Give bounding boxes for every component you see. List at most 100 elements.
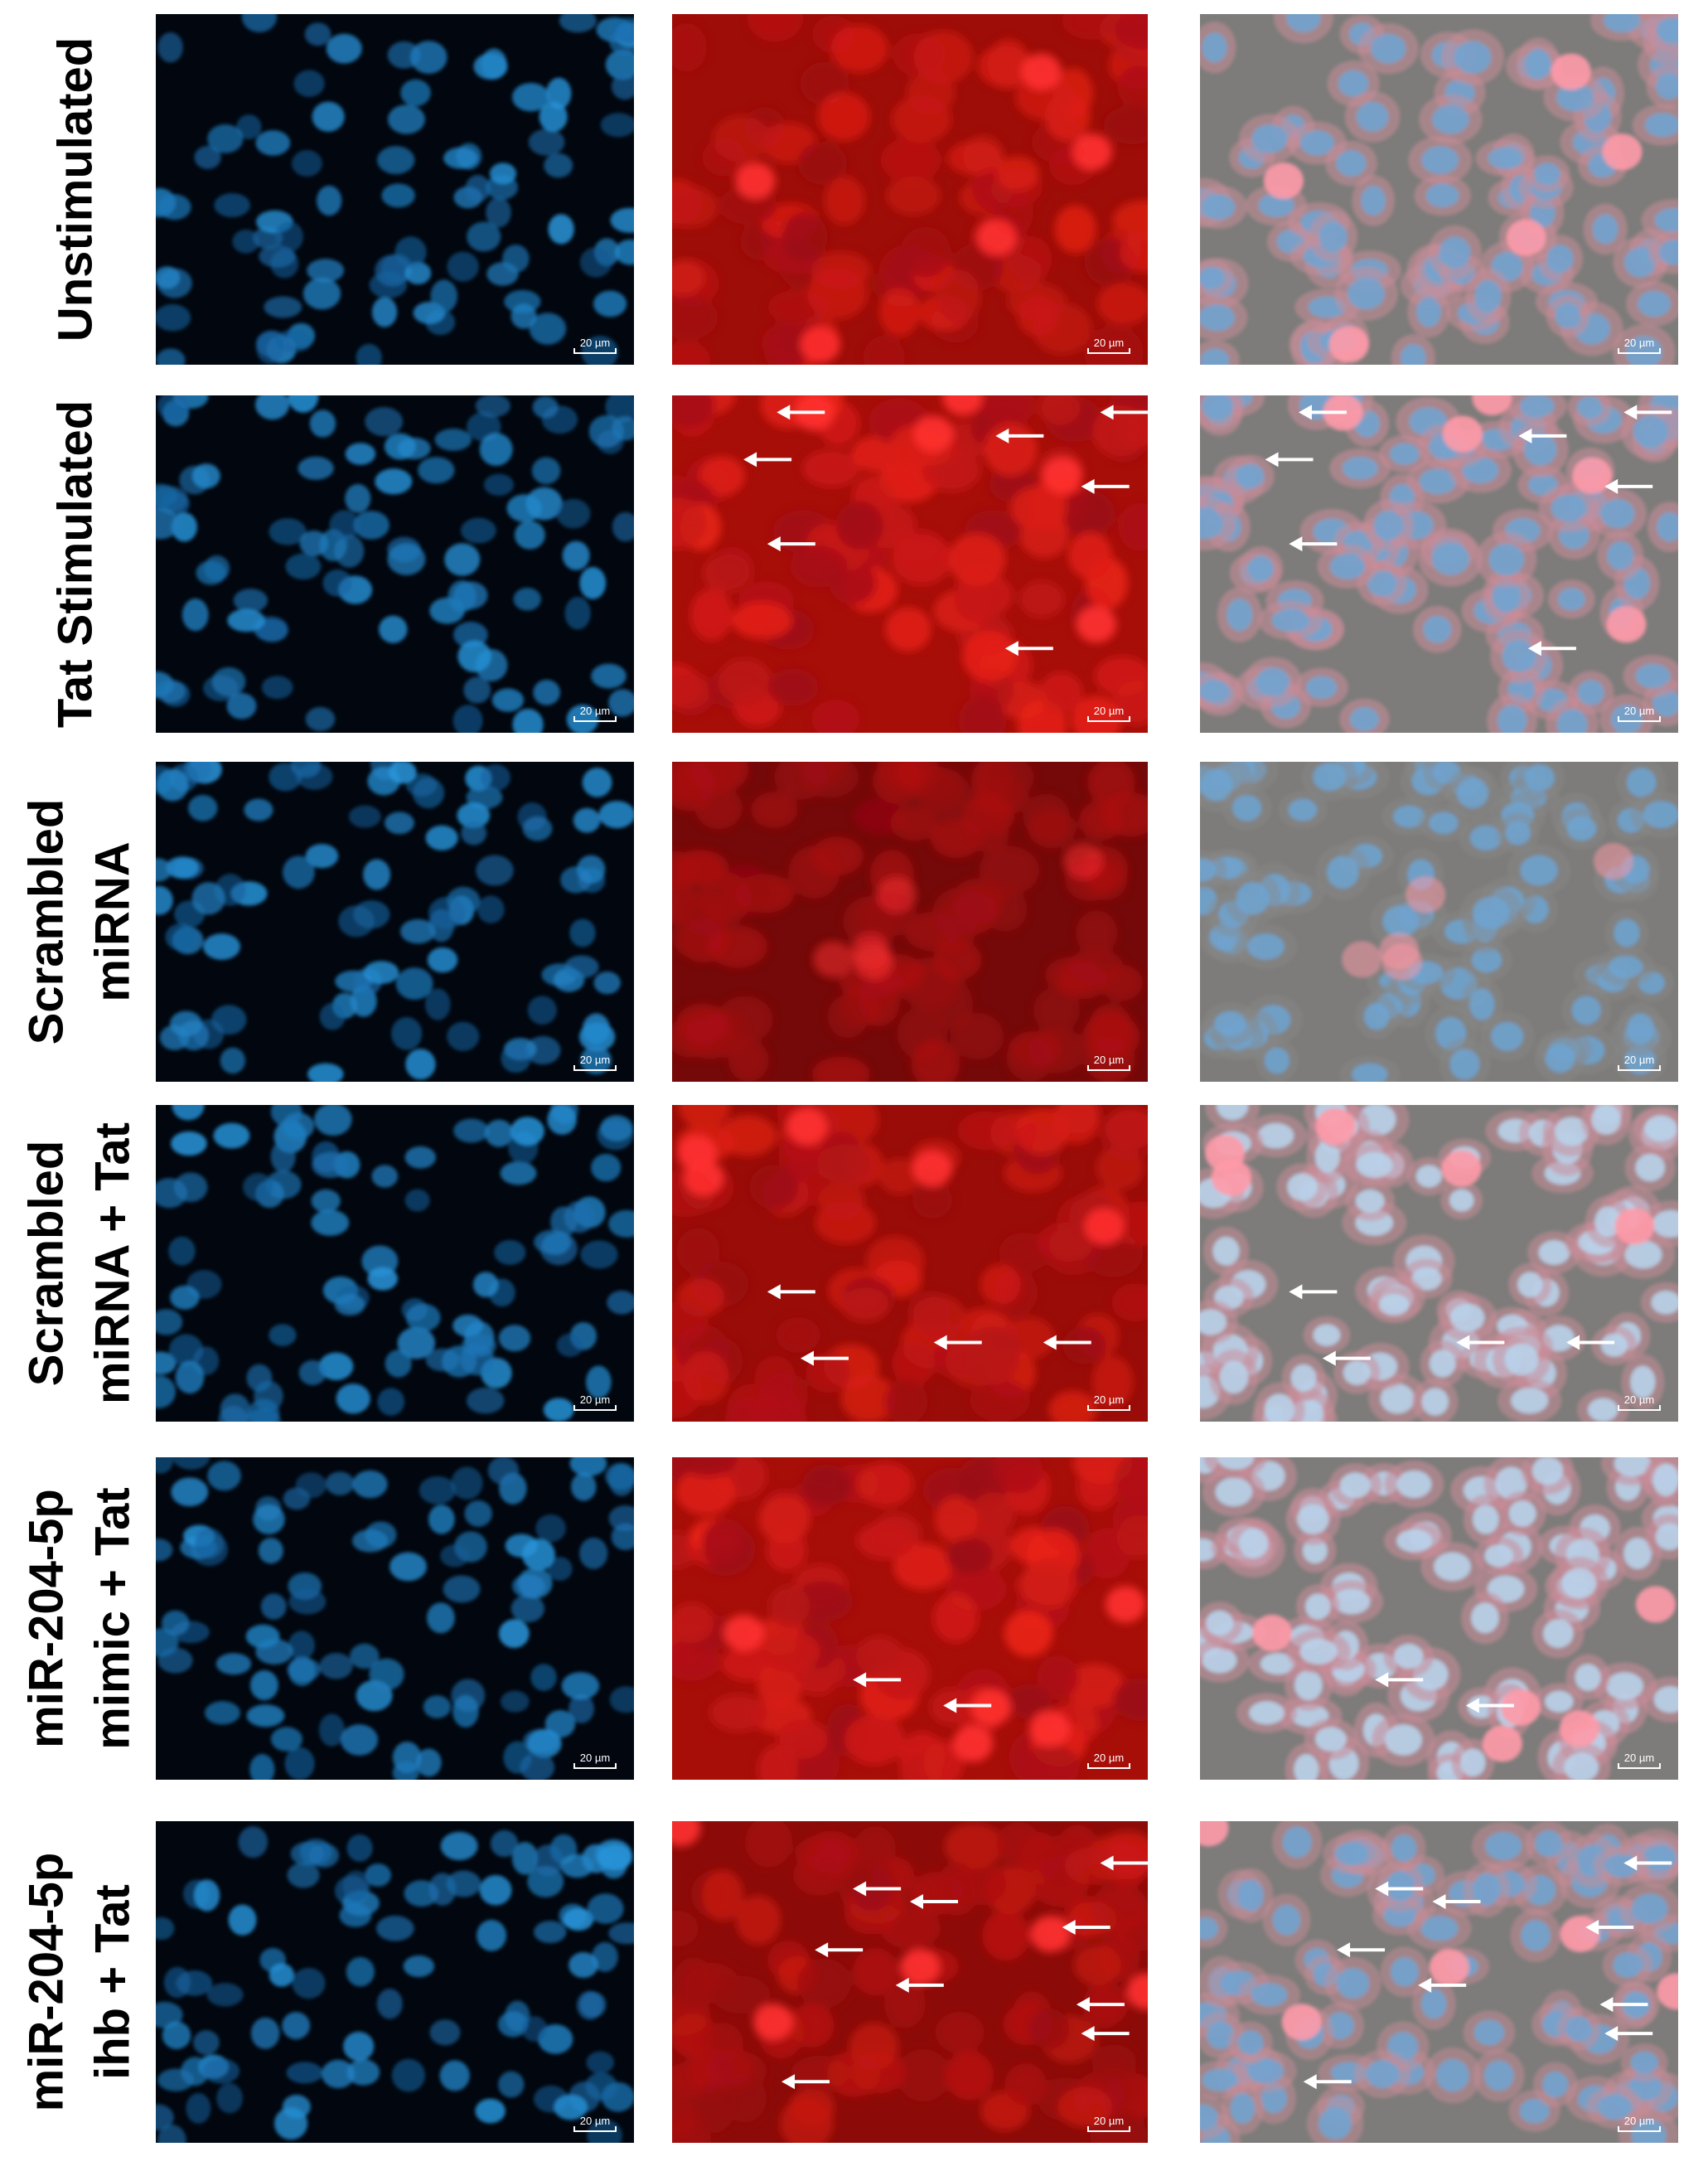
nucleus [1644, 1115, 1677, 1141]
bright-cell [1281, 2004, 1322, 2041]
nucleus [181, 598, 209, 632]
nucleus [1468, 988, 1495, 1020]
nucleus [1285, 14, 1322, 33]
nucleus [1396, 1470, 1432, 1499]
cell [856, 1522, 914, 1560]
nucleus [1392, 805, 1425, 828]
scale-bar-label: 20 µm [1624, 1752, 1654, 1764]
nucleus [312, 1151, 349, 1179]
cell [1057, 2086, 1112, 2128]
cell [777, 1719, 828, 1759]
nucleus [586, 2051, 615, 2074]
nucleus [162, 2021, 191, 2050]
cell [851, 436, 900, 472]
nucleus [585, 2072, 617, 2101]
arrow-head [1100, 1855, 1114, 1871]
nucleus [157, 194, 191, 220]
nucleus [1626, 1013, 1655, 1045]
nucleus [304, 22, 331, 46]
nucleus [1356, 101, 1389, 132]
nucleus [384, 433, 416, 460]
nucleus [1653, 1686, 1678, 1713]
nucleus [236, 114, 262, 140]
nucleus [157, 395, 189, 421]
nucleus [447, 1021, 480, 1051]
nucleus [1287, 1173, 1318, 1201]
nucleus [1299, 130, 1335, 156]
bright-cell [1063, 842, 1104, 880]
nucleus [367, 1267, 398, 1291]
nucleus [1561, 1568, 1597, 1599]
cell [1052, 1105, 1101, 1144]
nucleus [1349, 706, 1380, 732]
nucleus [466, 1387, 505, 1414]
nucleus [1382, 905, 1419, 938]
cell [936, 269, 980, 323]
nucleus [394, 236, 427, 269]
nucleus [569, 918, 596, 947]
nucleus [1429, 1350, 1456, 1378]
nucleus [440, 1544, 470, 1568]
nucleus [1656, 17, 1678, 43]
cell [1004, 2063, 1047, 2106]
cell [702, 1869, 744, 1921]
cell [776, 1317, 820, 1354]
cells [672, 1105, 1148, 1422]
cell [987, 39, 1029, 90]
nucleus [341, 1724, 379, 1756]
cell [717, 658, 772, 705]
nucleus [1385, 1724, 1423, 1756]
nucleus [1271, 608, 1309, 632]
cells [1200, 1457, 1678, 1780]
nucleus [156, 768, 189, 802]
nucleus [311, 1189, 341, 1213]
cell [884, 1379, 928, 1422]
nucleus [1658, 239, 1678, 265]
cell [830, 24, 888, 73]
scale-bar-label: 20 µm [1094, 1393, 1124, 1406]
nucleus [1544, 1690, 1574, 1713]
nucleus [443, 1575, 481, 1603]
nucleus [404, 1146, 437, 1169]
nucleus [608, 1464, 634, 1496]
nucleus [246, 1364, 273, 1392]
cell [727, 1384, 776, 1422]
nucleus [579, 1537, 608, 1569]
nucleus [1360, 185, 1386, 216]
cell [854, 1826, 896, 1870]
cell [933, 1593, 979, 1643]
cell [856, 1636, 903, 1677]
nucleus [285, 553, 322, 580]
bright-cell [1602, 133, 1643, 171]
nucleus [588, 414, 624, 448]
micrograph-panel: 20 µm [1200, 762, 1678, 1082]
nucleus [476, 855, 514, 886]
nucleus [463, 676, 491, 704]
nucleus [1492, 580, 1521, 613]
cell [701, 1519, 749, 1568]
nucleus [1260, 1653, 1296, 1675]
micrograph-panel: 20 µm [156, 395, 634, 733]
nucleus [1294, 1753, 1319, 1780]
scale-bar [573, 716, 617, 722]
nucleus [1200, 1917, 1219, 1941]
nucleus [1576, 395, 1603, 419]
nucleus [215, 1653, 252, 1675]
micrograph-panel: 20 µm [672, 14, 1148, 365]
bright-cell [1021, 53, 1062, 90]
bright-cell [900, 1949, 941, 1986]
nucleus [533, 680, 561, 705]
nucleus [342, 1870, 370, 1902]
cell [781, 212, 828, 261]
nucleus [156, 885, 173, 915]
nucleus [1638, 290, 1672, 317]
arrow-head [853, 1672, 867, 1688]
nucleus [288, 1588, 327, 1615]
nucleus [1231, 794, 1262, 821]
nucleus [1614, 1457, 1652, 1476]
cell [672, 672, 711, 710]
nucleus [318, 1352, 354, 1381]
nucleus [1420, 1915, 1459, 1941]
cell [880, 137, 941, 183]
micrograph-panel: 20 µm [156, 1821, 634, 2143]
